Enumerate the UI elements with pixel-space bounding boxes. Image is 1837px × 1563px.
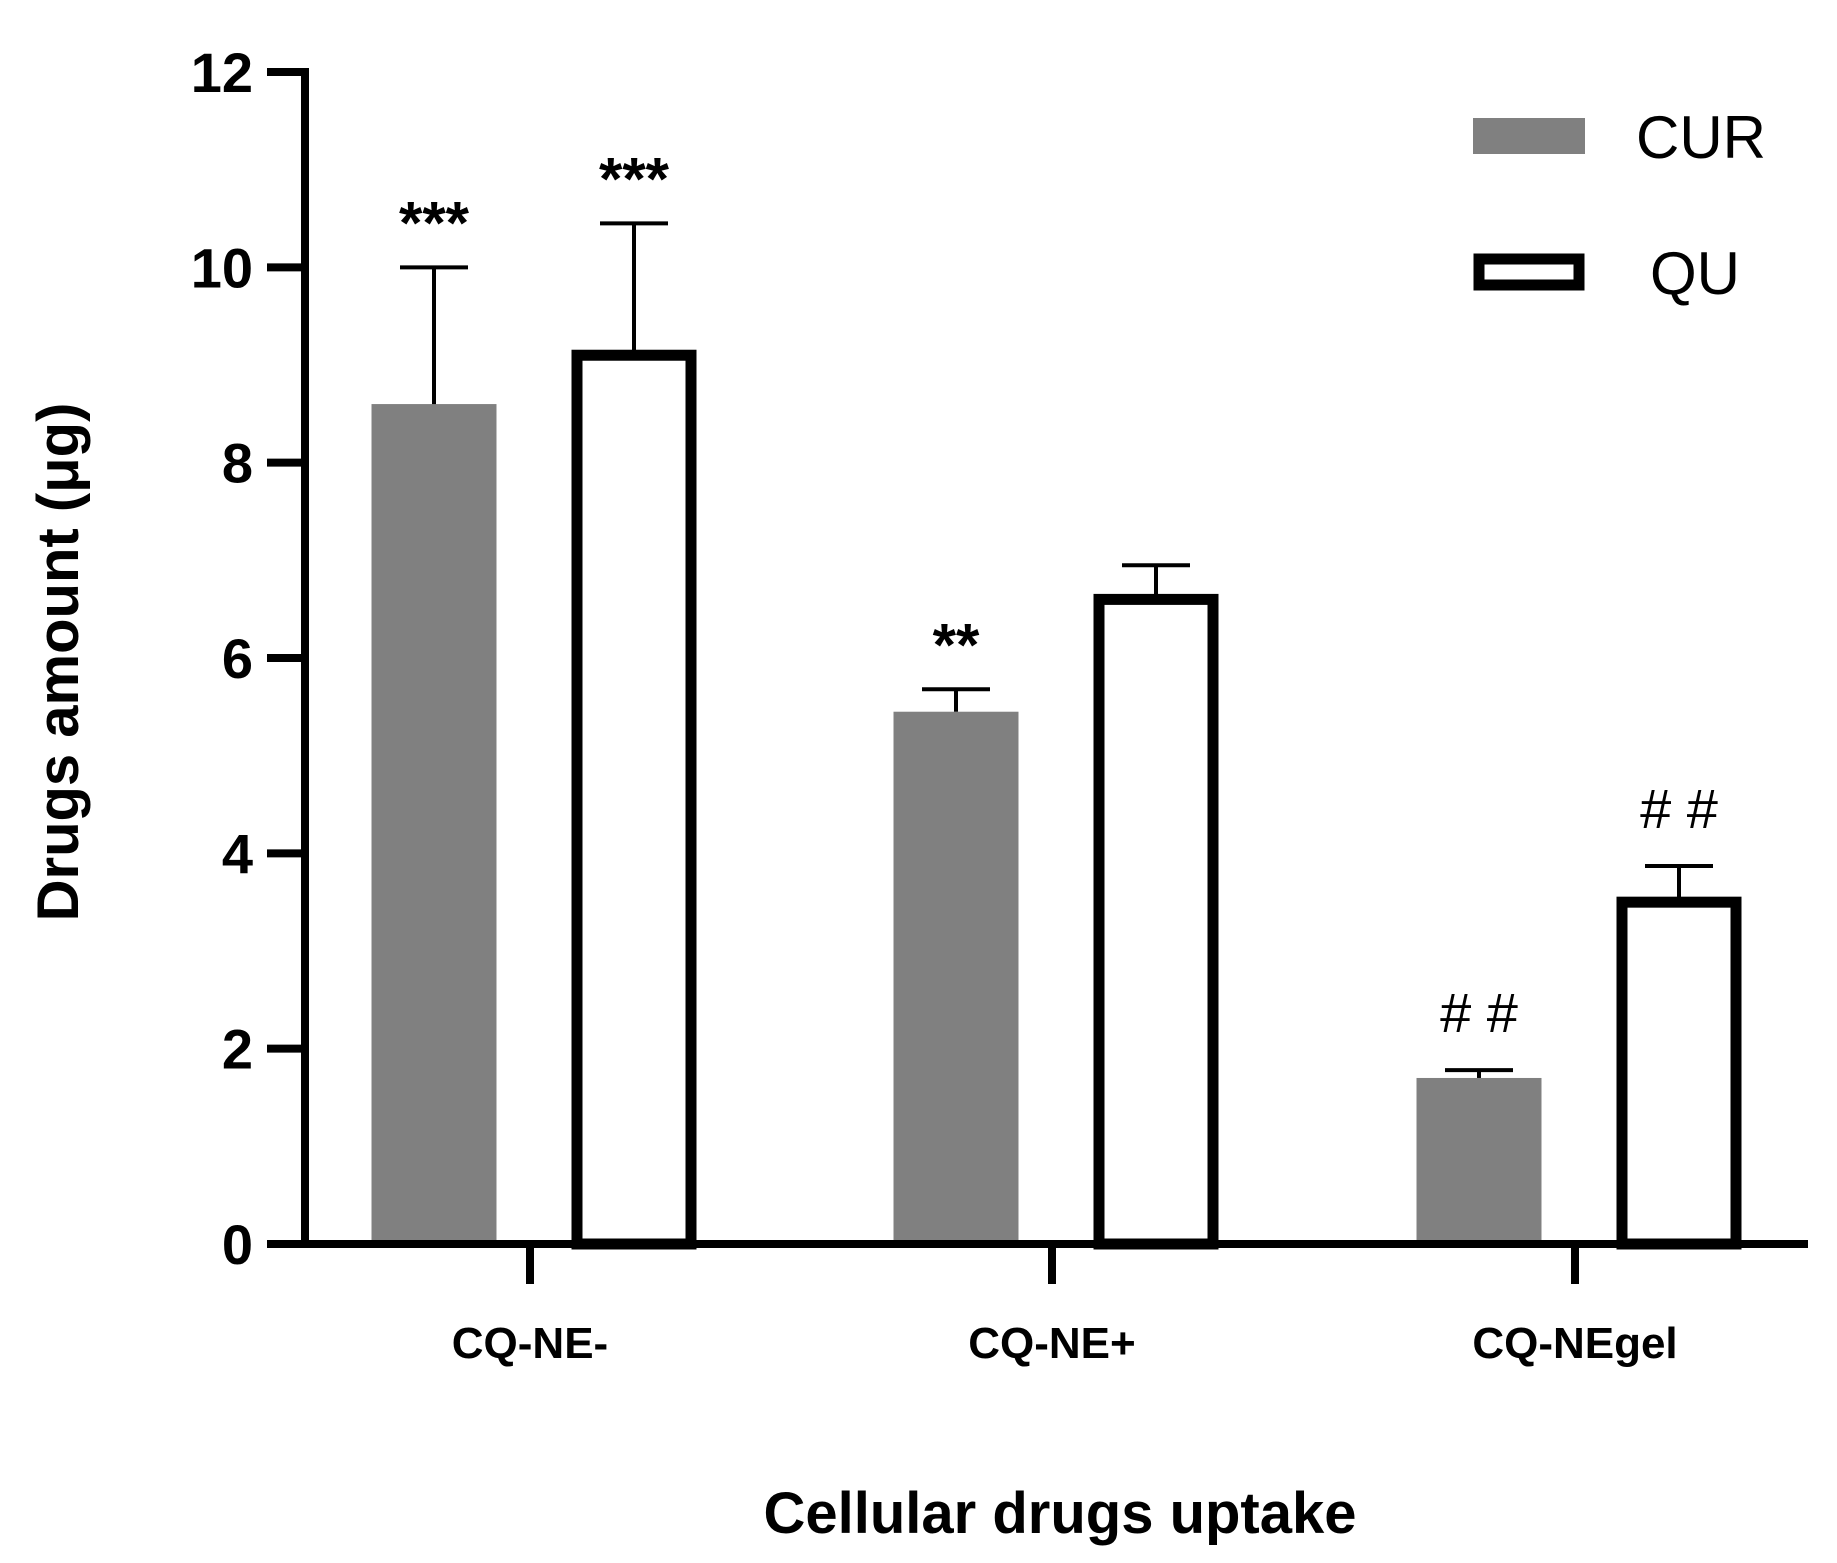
- bar-qu: [1093, 593, 1219, 1250]
- y-tick-label: 2: [222, 1018, 253, 1081]
- y-tick-label: 8: [222, 432, 253, 495]
- x-tick-label: CQ-NEgel: [1472, 1319, 1677, 1368]
- bar-cur: [371, 404, 497, 1245]
- bars: [371, 349, 1742, 1250]
- legend-label-cur: CUR: [1636, 104, 1766, 171]
- significance-label: **: [933, 611, 980, 678]
- bar-qu: [1616, 896, 1742, 1250]
- error-bars: [400, 221, 1713, 1078]
- significance-label: ***: [599, 145, 670, 212]
- x-axis-ticks: CQ-NE- CQ-NE+ CQ-NEgel: [452, 1244, 1678, 1368]
- bar-cur: [893, 711, 1019, 1244]
- bar-cur: [1416, 1077, 1542, 1244]
- significance-label: # #: [1440, 981, 1518, 1044]
- y-tick-label: 12: [191, 41, 253, 104]
- x-axis-title: Cellular drugs uptake: [763, 1481, 1356, 1546]
- significance-annotations: *****# #***# #: [399, 145, 1718, 1044]
- legend: CUR QU: [1473, 104, 1766, 307]
- significance-label: # #: [1640, 777, 1718, 840]
- y-axis-ticks: 0 2 4 6 8 10 12: [191, 41, 305, 1276]
- bar-qu: [571, 349, 697, 1250]
- x-tick-label: CQ-NE-: [452, 1319, 608, 1368]
- legend-label-qu: QU: [1650, 240, 1740, 307]
- significance-label: ***: [399, 189, 470, 256]
- legend-swatch-qu: [1473, 253, 1585, 291]
- legend-swatch-cur: [1473, 118, 1585, 154]
- x-tick-label: CQ-NE+: [968, 1319, 1135, 1368]
- y-tick-label: 0: [222, 1213, 253, 1276]
- y-tick-label: 10: [191, 236, 253, 299]
- y-axis-title: Drugs amount (μg): [26, 403, 91, 922]
- y-tick-label: 4: [222, 822, 253, 885]
- y-tick-label: 6: [222, 627, 253, 690]
